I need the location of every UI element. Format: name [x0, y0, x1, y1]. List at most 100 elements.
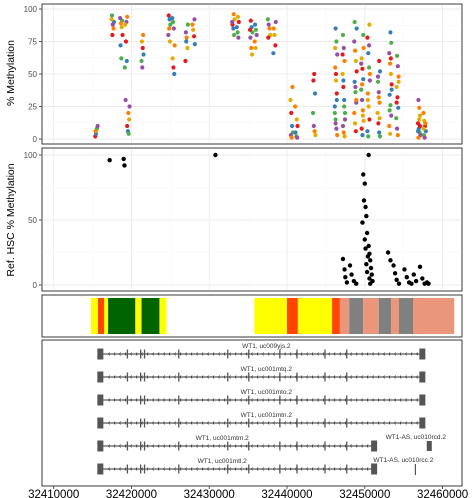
exon [296, 418, 298, 428]
strand-arrow [382, 421, 385, 425]
methylation-panel: 0 25 50 75 100 [24, 3, 463, 145]
strand-arrow [151, 421, 154, 425]
strand-arrow [327, 421, 330, 425]
strand-arrow [305, 467, 308, 471]
reference-point [342, 267, 347, 272]
methylation-point [273, 19, 278, 25]
methylation-point [293, 130, 298, 135]
methylation-point [125, 123, 130, 129]
strand-arrow [371, 352, 374, 356]
gene-track-panel: WT1, uc009yjs.2 WT1, uc001mtq.2 WT1, uc001… [28, 339, 468, 498]
strand-arrow [129, 398, 132, 402]
strand-arrow [393, 352, 396, 356]
methylation-point [375, 79, 381, 84]
reference-point [426, 281, 431, 286]
strand-arrow [366, 444, 369, 448]
chromatin-state-segment [141, 298, 160, 334]
methylation-point [354, 97, 359, 103]
methylation-point [352, 110, 357, 116]
strand-arrow [300, 421, 303, 425]
methylation-point [395, 95, 400, 100]
methylation-point [342, 134, 347, 139]
exon [248, 418, 250, 428]
methylation-point [359, 61, 364, 66]
chromatin-state-segment [91, 298, 98, 334]
reference-point [107, 158, 112, 163]
strand-arrow [234, 352, 237, 356]
y-tick-label: 75 [28, 38, 37, 47]
exon [279, 418, 281, 428]
exon [140, 464, 142, 474]
methylation-point [123, 22, 128, 27]
reference-point [354, 281, 359, 286]
reference-point [368, 281, 373, 286]
methylation-point [272, 32, 277, 38]
strand-arrow [404, 398, 407, 402]
methylation-point [267, 26, 272, 31]
strand-arrow [366, 421, 369, 425]
methylation-point [127, 104, 132, 109]
strand-arrow [250, 398, 253, 402]
strand-arrow [311, 375, 314, 379]
strand-arrow [179, 375, 182, 379]
methylation-point [249, 52, 255, 57]
methylation-point [289, 123, 295, 129]
exon [296, 395, 298, 405]
reference-point [385, 250, 391, 255]
strand-arrow [190, 352, 193, 356]
exon [227, 349, 229, 359]
strand-arrow [322, 421, 325, 425]
strand-arrow [118, 444, 121, 448]
methylation-point [361, 45, 366, 51]
methylation-point [341, 84, 346, 90]
panel-background [41, 147, 463, 292]
exon [140, 418, 142, 428]
strand-arrow [344, 444, 347, 448]
strand-arrow [349, 421, 352, 425]
methylation-point [335, 52, 340, 57]
strand-arrow [173, 398, 176, 402]
methylation-point [168, 22, 173, 27]
strand-arrow [162, 375, 165, 379]
reference-point [349, 272, 354, 277]
strand-arrow [272, 352, 275, 356]
exon [324, 418, 326, 428]
strand-arrow [360, 352, 363, 356]
exon [227, 395, 229, 405]
strand-arrow [173, 444, 176, 448]
methylation-point [361, 118, 366, 123]
strand-arrow [206, 467, 209, 471]
methylation-point [341, 45, 346, 51]
strand-arrow [184, 421, 187, 425]
strand-arrow [124, 375, 127, 379]
methylation-point [289, 135, 294, 140]
methylation-point [417, 113, 423, 118]
transcript-label: WT1, uc001mto.2 [241, 389, 293, 396]
methylation-point [417, 105, 422, 110]
antisense-label: WT1-AS, uc010rcc.2 [373, 457, 433, 464]
strand-arrow [338, 375, 341, 379]
y-tick-label: 100 [24, 151, 38, 160]
strand-arrow [124, 352, 127, 356]
reference-point [402, 267, 407, 272]
exon [227, 441, 229, 451]
y-tick-label: 50 [28, 216, 37, 225]
exon [324, 349, 326, 359]
strand-arrow [212, 467, 215, 471]
strand-arrow [135, 398, 138, 402]
methylation-point [312, 129, 317, 134]
strand-arrow [239, 444, 242, 448]
strand-arrow [289, 467, 292, 471]
methylation-point [377, 100, 382, 105]
strand-arrow [234, 421, 237, 425]
methylation-point [341, 130, 346, 135]
strand-arrow [124, 467, 127, 471]
strand-arrow [261, 421, 264, 425]
methylation-point [333, 65, 338, 70]
reference-point [360, 220, 365, 225]
strand-arrow [217, 444, 220, 448]
exon [279, 372, 281, 382]
strand-arrow [250, 375, 253, 379]
strand-arrow [305, 352, 308, 356]
strand-arrow [212, 421, 215, 425]
